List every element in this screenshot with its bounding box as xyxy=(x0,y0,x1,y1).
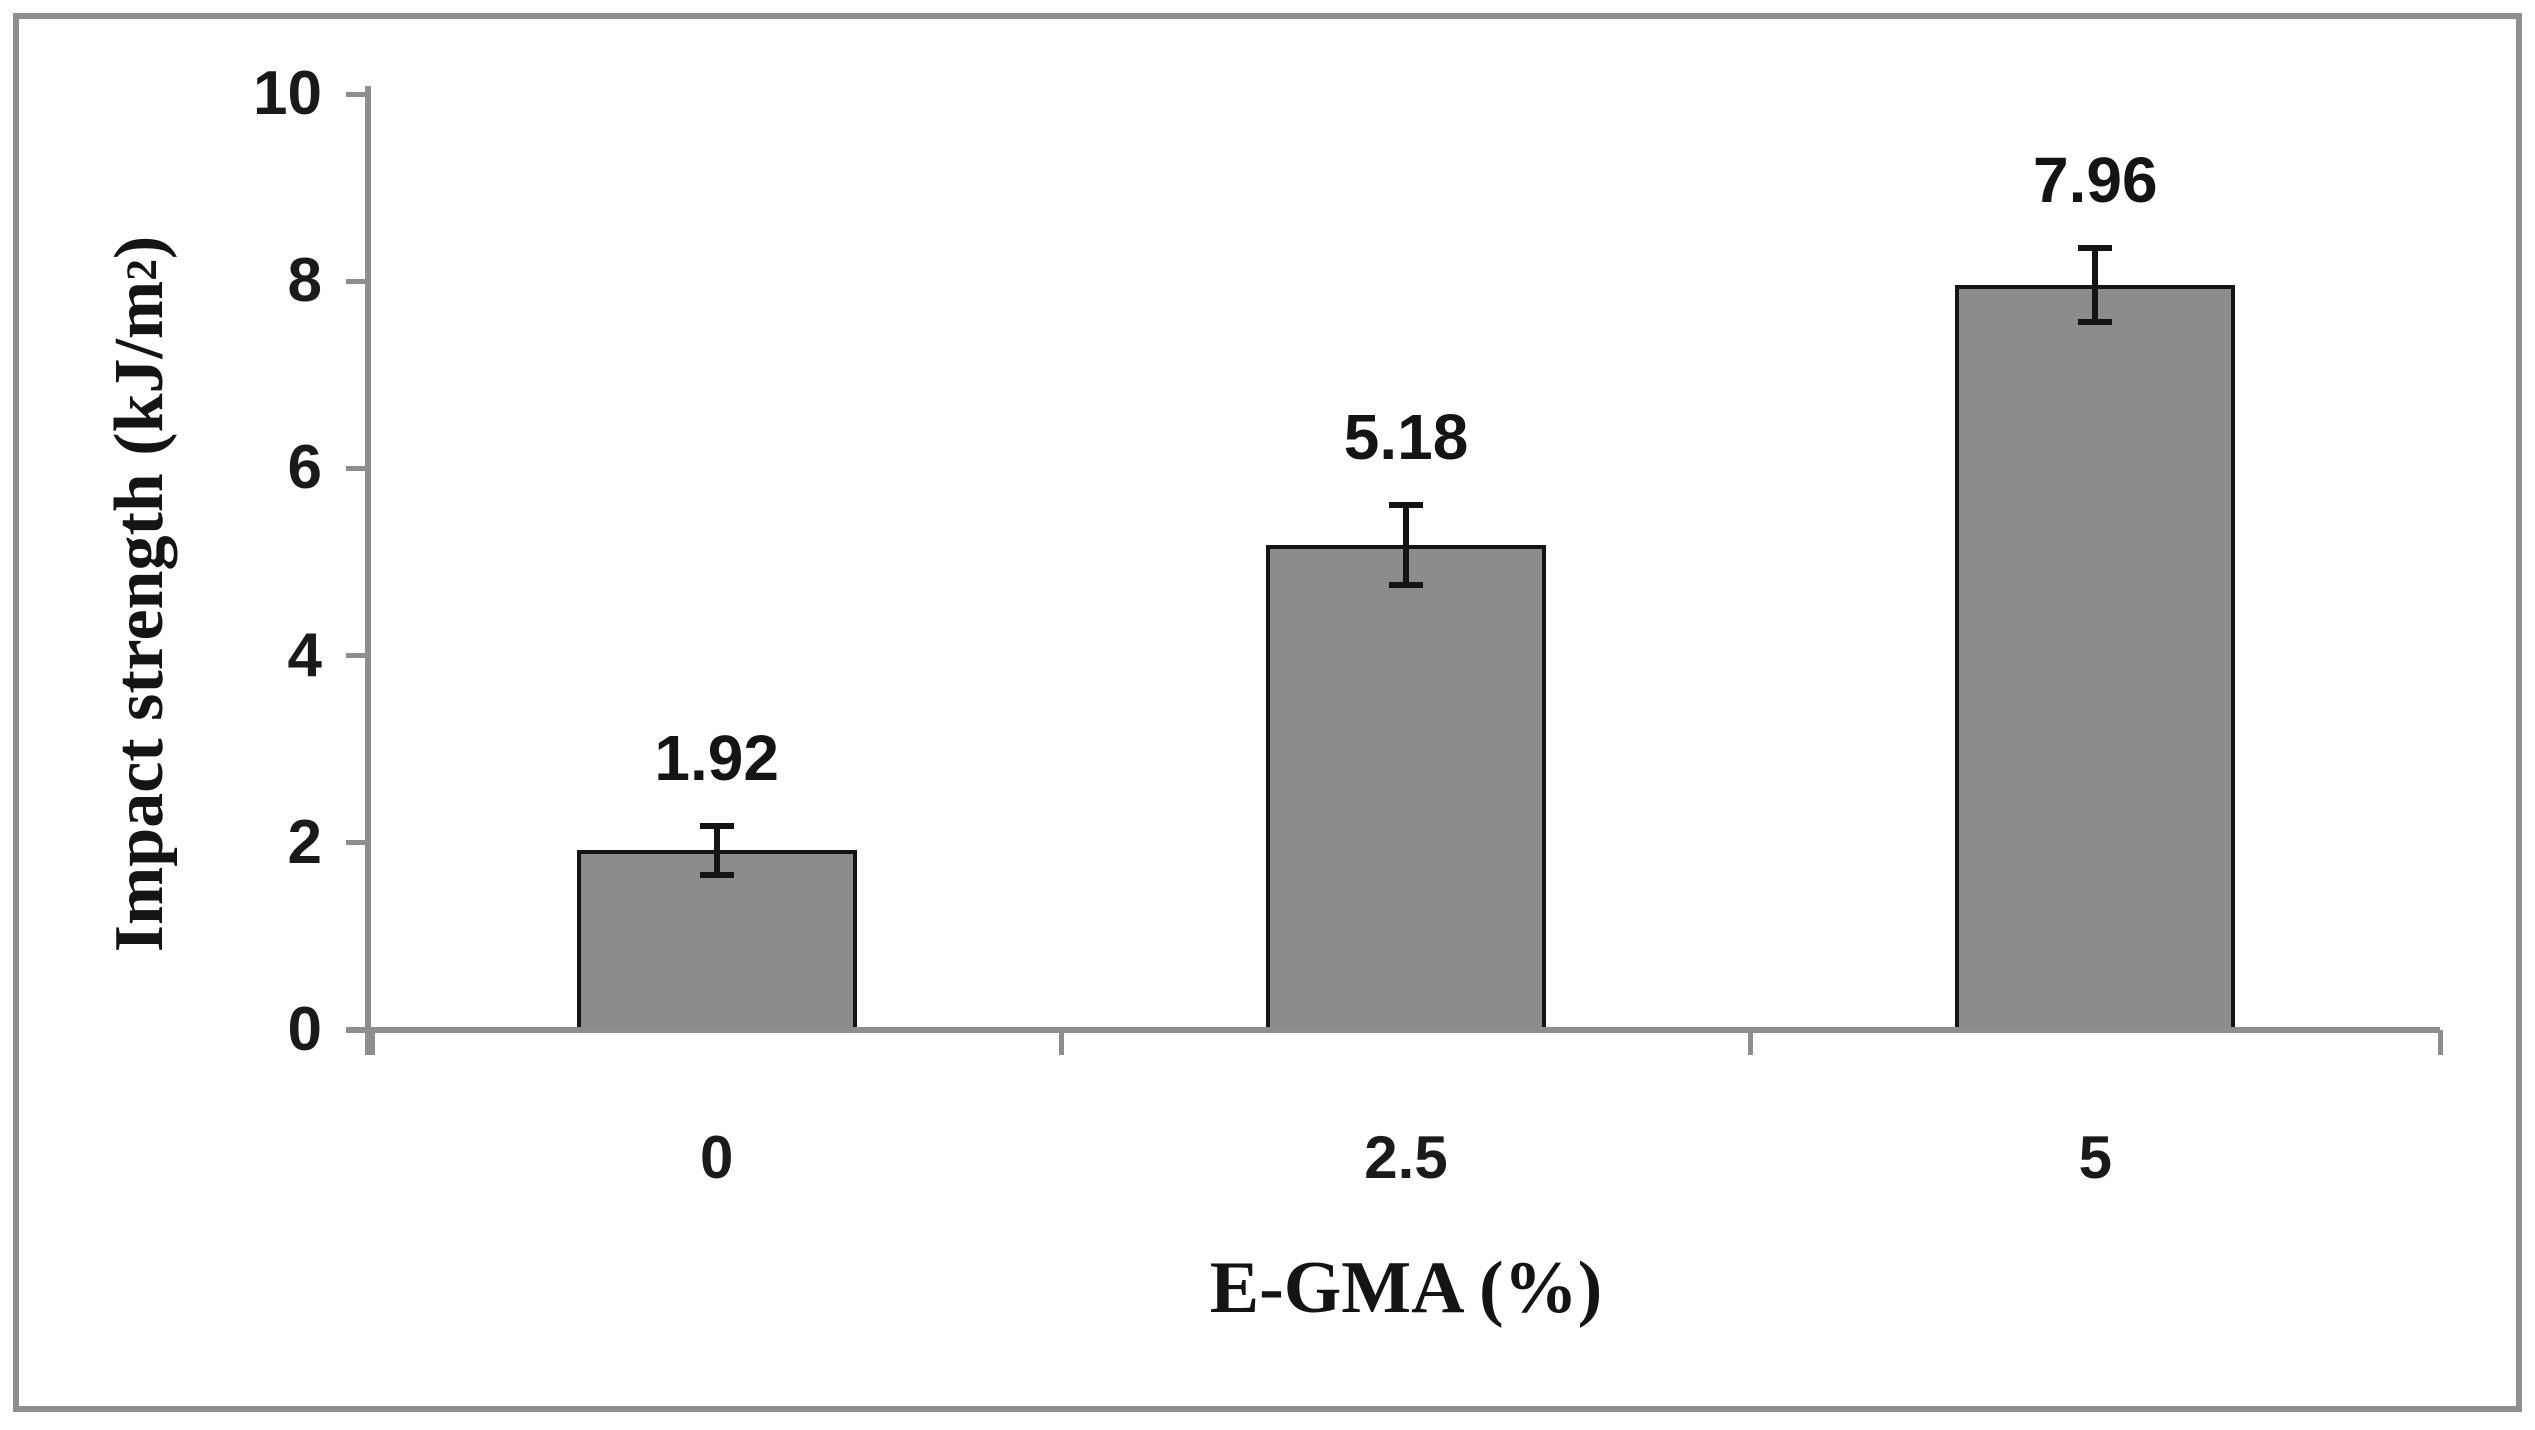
x-tick-label: 2.5 xyxy=(1364,1124,1448,1191)
error-bar-top-cap xyxy=(1389,501,1423,508)
bar xyxy=(576,850,857,1033)
error-bar-line xyxy=(1403,504,1409,586)
error-bar-line xyxy=(2092,247,2099,323)
error-bar-top-cap xyxy=(2078,244,2113,251)
y-axis-title: Impact strength (kJ/m2) xyxy=(100,236,180,952)
y-tick-label: 4 xyxy=(287,620,322,690)
error-bar-top-cap xyxy=(699,822,734,829)
bar-value-label: 1.92 xyxy=(654,721,779,794)
x-tick-mark xyxy=(1058,1030,1064,1055)
bar xyxy=(1955,284,2236,1033)
error-bar-bottom-cap xyxy=(1389,582,1423,589)
x-tick-mark xyxy=(369,1030,375,1055)
y-axis-title-text: Impact strength (kJ/m xyxy=(101,280,178,953)
y-axis-title-superscript: 2 xyxy=(118,259,166,281)
y-axis-title-close-paren: ) xyxy=(101,235,178,260)
x-tick-label: 0 xyxy=(699,1124,734,1191)
x-axis-title: E-GMA (%) xyxy=(1209,1247,1603,1329)
y-tick-mark xyxy=(346,1027,368,1033)
y-tick-mark xyxy=(346,840,368,846)
y-tick-label: 2 xyxy=(287,807,322,877)
y-tick-mark xyxy=(346,653,368,659)
x-tick-mark xyxy=(1748,1030,1754,1055)
bar-value-label: 7.96 xyxy=(2033,143,2158,216)
y-tick-mark xyxy=(346,278,368,284)
y-tick-label: 6 xyxy=(287,433,322,503)
bar-value-label: 5.18 xyxy=(1343,400,1469,473)
y-axis-line xyxy=(365,86,371,1055)
y-tick-mark xyxy=(346,465,368,471)
error-bar-bottom-cap xyxy=(2078,319,2113,326)
y-tick-label: 10 xyxy=(253,59,322,128)
error-bar-bottom-cap xyxy=(699,871,734,878)
y-tick-label: 0 xyxy=(287,995,322,1064)
y-tick-mark xyxy=(346,91,368,97)
y-tick-label: 8 xyxy=(287,246,322,316)
figure-border xyxy=(13,13,2522,1412)
bar xyxy=(1266,545,1546,1033)
x-axis-line xyxy=(346,1027,2440,1033)
x-tick-label: 5 xyxy=(2078,1124,2113,1191)
x-tick-mark xyxy=(2437,1030,2443,1055)
error-bar-line xyxy=(713,825,720,875)
